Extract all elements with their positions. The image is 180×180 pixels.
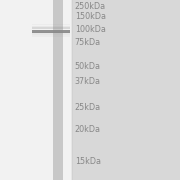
Text: 15kDa: 15kDa bbox=[75, 158, 101, 166]
Text: 20kDa: 20kDa bbox=[75, 125, 101, 134]
Text: 75kDa: 75kDa bbox=[75, 38, 101, 47]
Text: 25kDa: 25kDa bbox=[75, 103, 101, 112]
Bar bbox=[32, 24, 70, 25]
Text: 50kDa: 50kDa bbox=[75, 62, 101, 71]
Bar bbox=[53, 0, 63, 180]
Bar bbox=[32, 33, 70, 35]
Text: 250kDa: 250kDa bbox=[75, 2, 106, 11]
Bar bbox=[32, 32, 70, 33]
Text: 100kDa: 100kDa bbox=[75, 25, 106, 34]
Bar bbox=[0, 0, 72, 180]
Bar bbox=[32, 27, 70, 29]
Bar bbox=[72, 0, 180, 180]
Bar bbox=[32, 30, 70, 33]
Text: 150kDa: 150kDa bbox=[75, 12, 106, 21]
Bar bbox=[32, 35, 70, 37]
Text: 37kDa: 37kDa bbox=[75, 77, 101, 86]
Bar bbox=[32, 26, 70, 27]
